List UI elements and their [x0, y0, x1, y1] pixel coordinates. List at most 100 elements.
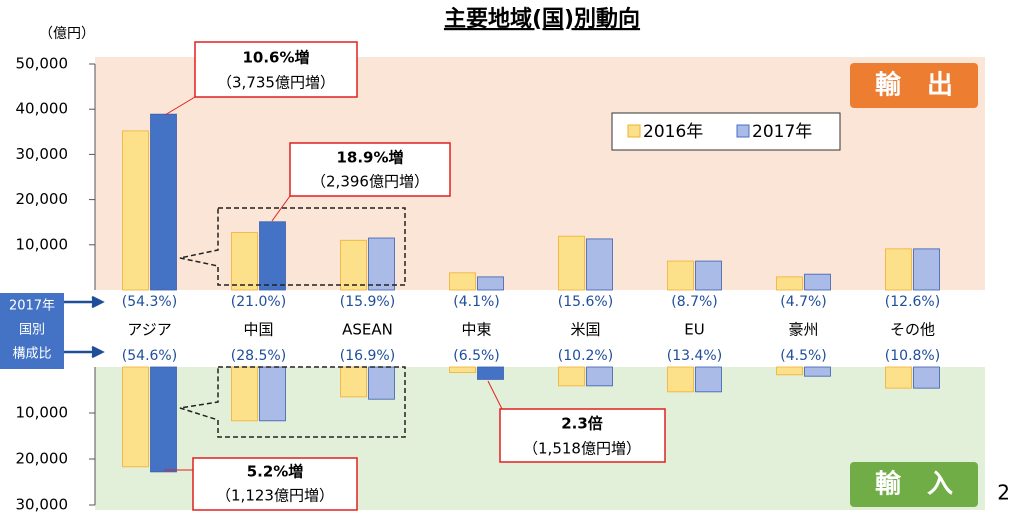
x-tick-label: 中国: [243, 321, 273, 339]
callout-line: [271, 195, 291, 222]
legend-swatch: [627, 124, 641, 138]
share-label: (16.9%): [340, 348, 395, 364]
export-label: 輸 出: [875, 70, 953, 101]
y-tick-label: 20,000: [16, 190, 69, 208]
share-label: (12.6%): [885, 294, 940, 310]
legend: [611, 112, 841, 151]
share-tag-text: 構成比: [12, 347, 51, 362]
bar: [695, 260, 722, 291]
callout-line: [487, 380, 503, 410]
y-tick-label: 20,000: [16, 450, 69, 468]
share-label: (4.7%): [780, 294, 827, 310]
bar: [558, 366, 585, 387]
share-label: (8.7%): [671, 294, 718, 310]
y-tick-label: 10,000: [16, 235, 69, 253]
y-tick-label: 30,000: [16, 496, 69, 514]
bar: [667, 366, 694, 393]
y-tick-label: 40,000: [16, 100, 69, 118]
import-label: 輸 入: [875, 469, 953, 500]
callout: [194, 41, 358, 98]
bar: [150, 366, 177, 473]
bar: [368, 237, 395, 291]
callout: [289, 142, 451, 197]
bar: [695, 366, 722, 393]
share-label: (4.1%): [453, 294, 500, 310]
share-label: (6.5%): [453, 348, 500, 364]
y-tick-label: 50,000: [16, 55, 69, 73]
bar: [477, 366, 504, 380]
x-tick-label: 豪州: [788, 321, 818, 339]
bar: [776, 276, 803, 291]
bar: [340, 366, 367, 398]
bar: [231, 366, 258, 422]
bar: [340, 239, 367, 291]
share-label: (13.4%): [667, 348, 722, 364]
bar: [913, 248, 940, 291]
highlight-box: [179, 366, 406, 438]
share-tag-text: 2017年: [9, 299, 55, 314]
callout-title: 2.3倍: [561, 415, 603, 433]
bar: [586, 366, 613, 387]
bar: [122, 130, 149, 291]
bar: [885, 248, 912, 291]
x-tick-label: ASEAN: [342, 321, 393, 339]
chart-title: 主要地域(国)別動向: [444, 6, 640, 32]
share-label: (15.9%): [340, 294, 395, 310]
share-label: (54.3%): [122, 294, 177, 310]
bars: [122, 113, 940, 473]
bar: [231, 232, 258, 291]
bar: [477, 276, 504, 291]
import-label-box: [850, 462, 978, 507]
bar: [586, 238, 613, 291]
bar: [449, 272, 476, 291]
bar: [776, 366, 803, 376]
share-label: (15.6%): [558, 294, 613, 310]
share-tag: [0, 293, 64, 369]
legend-label: 2016年: [643, 122, 703, 142]
share-label: (21.0%): [231, 294, 286, 310]
x-tick-label: アジア: [127, 321, 171, 339]
share-tag-text: 国別: [19, 323, 45, 338]
bar: [804, 366, 831, 377]
callout-title: 10.6%増: [242, 49, 309, 67]
share-label: (10.8%): [885, 348, 940, 364]
callout-title: 5.2%増: [247, 463, 304, 481]
bar: [667, 260, 694, 291]
highlight-box: [179, 207, 406, 286]
bar: [913, 366, 940, 389]
y-tick-label: 30,000: [16, 145, 69, 163]
legend-label: 2017年: [752, 122, 812, 142]
x-tick-label: その他: [890, 321, 935, 339]
bar: [150, 113, 177, 291]
share-label: (54.6%): [122, 348, 177, 364]
bar: [449, 366, 476, 373]
x-tick-label: 米国: [570, 321, 600, 339]
bar: [804, 273, 831, 291]
y-tick-label: 10,000: [16, 404, 69, 422]
x-tick-label: EU: [684, 321, 704, 339]
bar: [259, 366, 286, 422]
page-number: 2: [997, 481, 1010, 505]
callout-detail: （1,518億円増）: [523, 440, 641, 458]
callout-detail: （3,735億円増）: [217, 74, 335, 92]
share-label: (28.5%): [231, 348, 286, 364]
legend-swatch: [736, 124, 750, 138]
bar: [368, 366, 395, 400]
x-tick-label: 中東: [461, 321, 491, 339]
unit-label: （億円）: [39, 26, 95, 42]
callout-detail: （1,123億円増）: [216, 487, 334, 505]
callout: [499, 408, 666, 463]
bar: [558, 235, 585, 291]
share-label: (4.5%): [780, 348, 827, 364]
bar: [259, 221, 286, 291]
callout-title: 18.9%増: [336, 149, 403, 167]
callout-detail: （2,396億円増）: [311, 173, 429, 191]
arrow: [64, 345, 105, 359]
bar: [885, 366, 912, 389]
callout: [192, 457, 358, 511]
share-label: (10.2%): [558, 348, 613, 364]
bar: [122, 366, 149, 468]
export-label-box: [850, 63, 978, 108]
arrow: [64, 295, 105, 309]
